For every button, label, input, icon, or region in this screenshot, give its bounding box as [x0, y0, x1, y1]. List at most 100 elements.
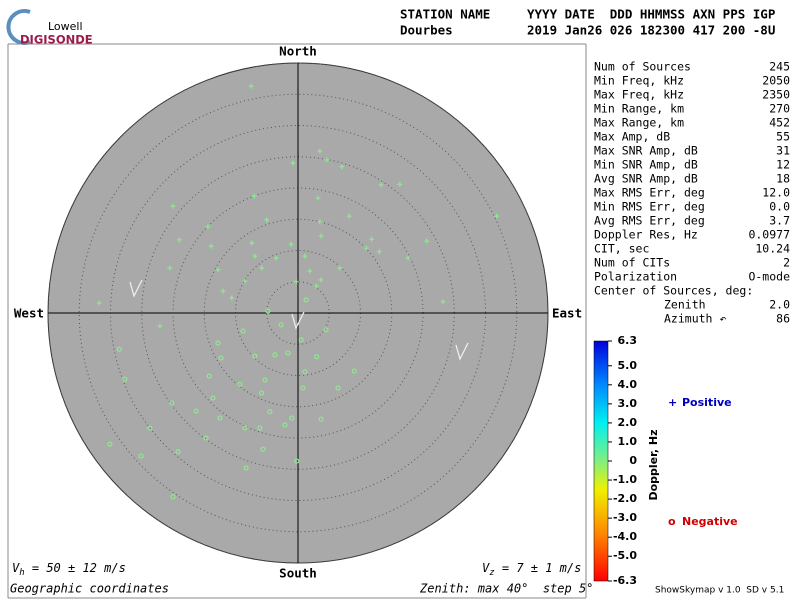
center-label: Azimuth ↶: [664, 312, 726, 326]
legend-marker: +: [668, 396, 677, 409]
stat-value: 12: [776, 158, 790, 172]
stat-label: Num of Sources: [594, 60, 691, 74]
source-positive: [259, 265, 265, 271]
stat-value: 2350: [762, 88, 790, 102]
source-negative: [170, 494, 176, 500]
source-positive: [170, 203, 176, 209]
velocity-h-text: = 50 ± 12 m/s: [25, 561, 126, 575]
colorbar-tick-label: 1.0: [618, 435, 638, 448]
source-negative: [122, 376, 128, 382]
source-negative: [259, 390, 265, 396]
source-positive: [346, 213, 352, 219]
source-negative: [262, 377, 268, 383]
stat-value: O-mode: [748, 270, 790, 284]
stat-value: 245: [769, 60, 790, 74]
source-negative: [294, 458, 300, 464]
source-positive: [249, 240, 255, 246]
stat-label: Min Range, km: [594, 102, 684, 116]
velocity-z: Vz = 7 ± 1 m/s: [482, 561, 581, 578]
source-negative: [260, 446, 266, 452]
source-negative: [218, 355, 224, 361]
source-positive: [264, 217, 270, 223]
header-values: 2019 Jan26 026 182300 417 200 -8U: [527, 23, 775, 38]
coordinates: Geographic coordinates: [10, 582, 169, 596]
source-positive: [378, 182, 384, 188]
source-negative: [278, 322, 284, 328]
stat-label: CIT, sec: [594, 242, 649, 256]
stat-label: Max RMS Err, deg: [594, 186, 705, 200]
stat-label: Max SNR Amp, dB: [594, 144, 698, 158]
stat-label: Doppler Res, Hz: [594, 228, 698, 242]
source-positive: [220, 288, 226, 294]
source-positive: [317, 219, 323, 225]
source-positive: [318, 233, 324, 239]
source-positive: [208, 243, 214, 249]
colorbar-tick-label: 2.0: [618, 416, 638, 429]
colorbar-tick-label: 4.0: [618, 378, 638, 391]
source-negative: [314, 354, 320, 360]
logo-arc: [6, 9, 31, 45]
source-negative: [147, 425, 153, 431]
legend-marker: o: [668, 515, 676, 528]
source-positive: [251, 193, 257, 199]
source-negative: [265, 308, 271, 314]
source-negative: [243, 465, 249, 471]
velocity-h: Vh = 50 ± 12 m/s: [12, 561, 126, 578]
source-negative: [335, 385, 341, 391]
source-negative: [302, 369, 308, 375]
stat-label: Polarization: [594, 270, 677, 284]
source-positive: [157, 323, 163, 329]
colorbar-label: Doppler, Hz: [647, 429, 660, 500]
colorbar-tick-label: -2.0: [613, 492, 637, 505]
source-positive: [424, 238, 430, 244]
source-positive: [288, 241, 294, 247]
source-positive: [405, 255, 411, 261]
colorbar-tick-label: -3.0: [613, 511, 637, 524]
source-negative: [169, 400, 175, 406]
source-negative: [215, 340, 221, 346]
source-positive: [215, 267, 221, 273]
source-negative: [242, 425, 248, 431]
source-negative: [323, 327, 329, 333]
source-positive: [494, 213, 500, 219]
source-positive: [440, 299, 446, 305]
velocity-z-symbol: V: [482, 561, 490, 575]
source-positive: [318, 277, 324, 283]
stat-value: 2: [783, 256, 790, 270]
source-negative: [303, 297, 309, 303]
station: Dourbes: [400, 23, 453, 38]
source-positive: [96, 300, 102, 306]
stat-value: 55: [776, 130, 790, 144]
source-positive: [167, 265, 173, 271]
stat-value: 10.24: [755, 242, 790, 256]
source-negative: [203, 435, 209, 441]
version: ShowSkymap v 1.0 SD v 5.1: [655, 586, 784, 596]
stat-label: Max Freq, kHz: [594, 88, 684, 102]
colorbar-tick-label: -5.0: [613, 549, 637, 562]
source-positive: [307, 268, 313, 274]
stat-label: Num of CITs: [594, 256, 670, 270]
source-positive: [363, 245, 369, 251]
legend-label: Positive: [682, 396, 732, 409]
colorbar-tick-label: 3.0: [618, 397, 638, 410]
center-title: Center of Sources, deg:: [594, 284, 753, 298]
source-positive: [315, 195, 321, 201]
source-positive: [337, 265, 343, 271]
direction-east: East: [552, 306, 582, 321]
stat-label: Max Range, km: [594, 116, 684, 130]
source-positive: [369, 236, 375, 242]
source-negative: [285, 350, 291, 356]
center-value: 2.0: [769, 298, 790, 312]
logo-top: Lowell: [48, 20, 83, 33]
source-positive: [242, 278, 248, 284]
center-value: 86: [776, 312, 790, 326]
source-negative: [175, 449, 181, 455]
source-positive: [317, 148, 323, 154]
stat-value: 2050: [762, 74, 790, 88]
source-negative: [267, 409, 273, 415]
source-negative: [193, 408, 199, 414]
source-negative: [300, 385, 306, 391]
center-label: Zenith: [664, 298, 706, 312]
source-negative: [257, 425, 263, 431]
